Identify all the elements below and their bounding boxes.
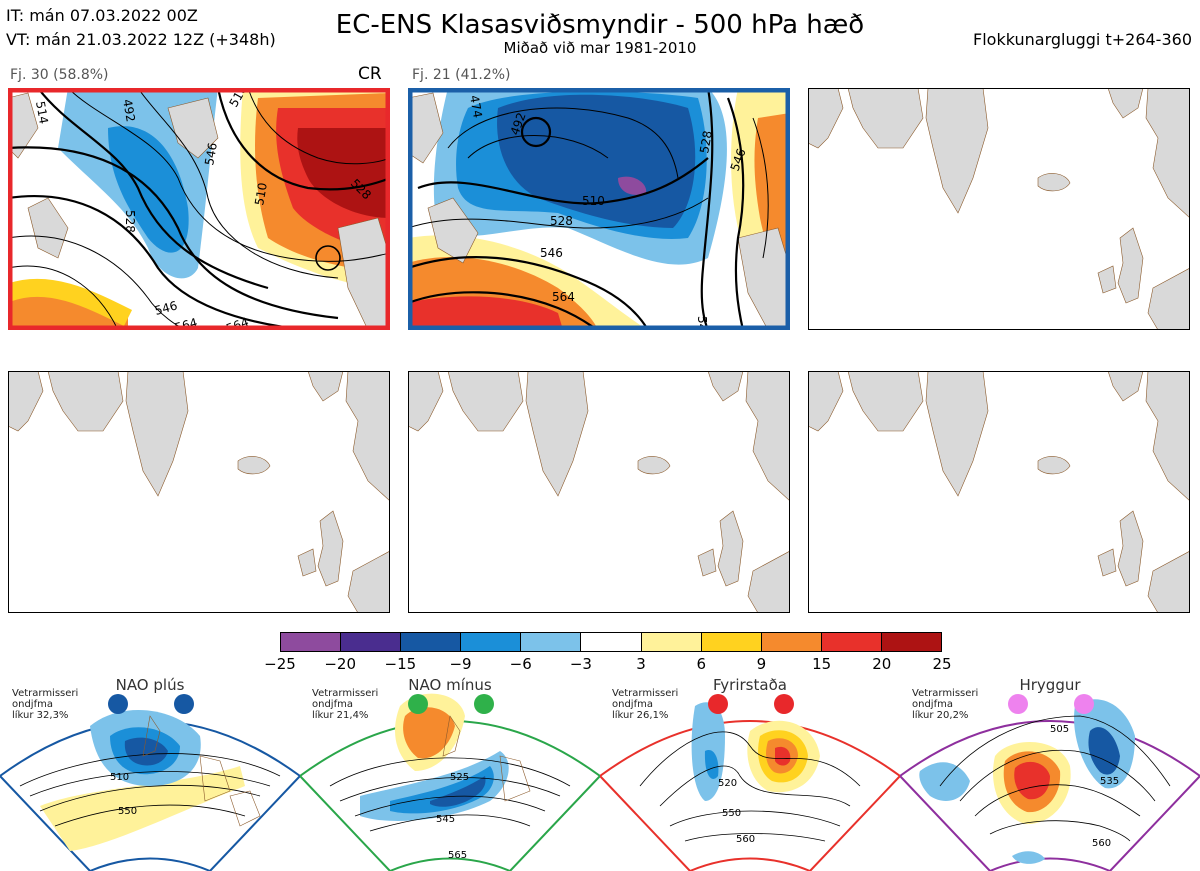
regime-blocking-contour-1: 520: [718, 778, 737, 789]
colorbar-swatch: [761, 633, 822, 651]
cluster-1-label: Fj. 30 (58.8%): [10, 67, 109, 83]
colorbar-swatch: [521, 633, 582, 651]
colorbar-tick-label: −9: [449, 655, 472, 673]
regime-ridge-title: Hryggur: [1019, 676, 1081, 694]
regime-ridge: 505 535 560 Hryggur Vetrarmisseri ondjfm…: [900, 676, 1200, 871]
cluster-1-contour-1: 514: [33, 100, 51, 125]
cluster-2-contour-1: 474: [467, 94, 485, 119]
cluster-1-contour-6: 510: [252, 182, 270, 207]
colorbar-tick-label: 20: [872, 655, 892, 673]
regime-blocking-contour-2: 550: [722, 808, 741, 819]
cluster-1-frame: [8, 88, 390, 330]
colorbar-tick-label: −15: [384, 655, 417, 673]
cluster-2-contour-4: 528: [550, 214, 573, 228]
regime-nao-plus-contour-2: 550: [118, 806, 137, 817]
colorbar-swatch: [701, 633, 762, 651]
cluster-1-map: 514 492 510 528 546 510 528 546 564 564: [8, 88, 390, 330]
regime-nao-minus-contour-1: 525: [450, 772, 469, 783]
colorbar-swatch: [281, 633, 342, 651]
colorbar-swatch: [641, 633, 702, 651]
regime-ridge-info: Vetrarmisseri ondjfma líkur 20,2%: [912, 688, 979, 721]
anomaly-colorbar: [280, 632, 942, 652]
regime-blocking-title: Fyrirstaða: [713, 676, 787, 694]
page-title: EC-ENS Klasasviðsmyndir - 500 hPa hæð: [335, 10, 865, 40]
regime-nao-plus: 510 550 NAO plús Vetrarmisseri ondjfma l…: [0, 676, 300, 871]
cluster-1-contour-4: 528: [123, 210, 137, 233]
cluster-5-map-empty: [408, 371, 790, 613]
colorbar-swatch: [821, 633, 882, 651]
colorbar-tick-label: 25: [932, 655, 952, 673]
regime-nao-minus-info: Vetrarmisseri ondjfma líkur 21,4%: [312, 688, 379, 721]
colorbar-swatch: [881, 633, 942, 651]
page-subtitle: Miðað við mar 1981-2010: [503, 39, 697, 57]
cluster-2-contour-5: 546: [540, 246, 563, 260]
cluster-3-map-empty: [808, 88, 1190, 330]
valid-time: VT: mán 21.03.2022 12Z (+348h): [6, 30, 276, 49]
cluster-4-map-empty: [8, 371, 390, 613]
regime-ridge-contour-2: 535: [1100, 776, 1119, 787]
cluster-1-contour-8: 546: [153, 298, 179, 317]
regime-nao-minus-contour-2: 545: [436, 814, 455, 825]
cluster-6-map-empty: [808, 371, 1190, 613]
colorbar-tick-label: 15: [812, 655, 832, 673]
colorbar-tick-label: −6: [509, 655, 532, 673]
colorbar-tick-label: −20: [324, 655, 356, 673]
cluster-1-contour-5: 546: [202, 142, 220, 167]
regime-nao-plus-info: Vetrarmisseri ondjfma líkur 32,3%: [12, 688, 79, 721]
cluster-2-label: Fj. 21 (41.2%): [412, 67, 511, 83]
colorbar-tick-label: 3: [636, 655, 646, 673]
colorbar-tick-label: −25: [264, 655, 296, 673]
cluster-2-contour-6: 564: [552, 290, 575, 304]
cluster-2-contour-3: 510: [582, 194, 605, 208]
colorbar-tick-label: −3: [569, 655, 592, 673]
regime-blocking: 520 550 560 Fyrirstaða Vetrarmisseri ond…: [600, 676, 900, 871]
regime-nao-minus-contour-3: 565: [448, 850, 467, 861]
classification-window: Flokkunargluggi t+264-360: [973, 30, 1192, 49]
colorbar-swatch: [341, 633, 402, 651]
regime-ridge-contour-3: 560: [1092, 838, 1111, 849]
regime-nao-minus: 525 545 565 NAO mínus Vetrarmisseri ondj…: [300, 676, 600, 871]
colorbar-swatch: [461, 633, 522, 651]
colorbar-tick-label: 6: [696, 655, 707, 673]
regime-ridge-contour-1: 505: [1050, 724, 1069, 735]
regime-blocking-info: Vetrarmisseri ondjfma líkur 26,1%: [612, 688, 679, 721]
cluster-2-contour-7: 528: [697, 130, 715, 155]
cluster-2-frame: [408, 88, 790, 330]
cluster-1-tag: CR: [358, 64, 382, 84]
colorbar-tick-label: 9: [756, 655, 767, 673]
cluster-1-contour-2: 492: [120, 98, 138, 123]
regime-nao-plus-title: NAO plús: [115, 676, 185, 694]
colorbar-swatch: [401, 633, 462, 651]
regime-nao-plus-contour-1: 510: [110, 772, 129, 783]
colorbar-swatch: [581, 633, 642, 651]
issue-time: IT: mán 07.03.2022 00Z: [6, 6, 198, 25]
cluster-2-map: 474 492 510 528 546 564 528 546 546: [408, 88, 790, 330]
regime-blocking-contour-3: 560: [736, 834, 755, 845]
regime-nao-minus-title: NAO mínus: [408, 676, 492, 694]
